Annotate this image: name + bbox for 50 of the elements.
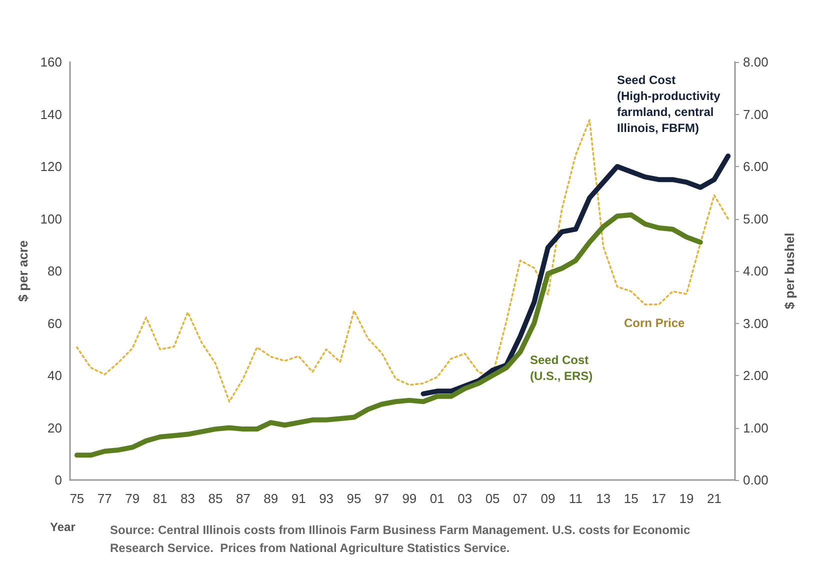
x-tick-label: 11	[568, 491, 582, 506]
y-tick-label: 80	[48, 264, 62, 278]
x-tick-label: 17	[652, 491, 666, 506]
source-note: Source: Central Illinois costs from Illinois Farm Business Farm Management. U.S. costs for Economic Research Service. Prices from National Agriculture Statistics Service.	[110, 523, 694, 555]
y2-tick-label: 0.00	[743, 472, 768, 488]
y2-axis-title: $ per bushel	[782, 232, 797, 310]
x-tick-label: 85	[208, 491, 223, 506]
x-tick-label: 13	[596, 491, 611, 506]
y-tick-label: 100	[40, 211, 62, 226]
x-tick-label: 21	[706, 491, 722, 506]
x-tick-label: 09	[540, 491, 556, 506]
x-tick-label: 81	[152, 491, 168, 506]
y-tick-label: 20	[48, 420, 62, 436]
y-tick-label: 40	[48, 368, 62, 383]
x-tick-label: 93	[319, 491, 334, 506]
x-tick-label: 15	[624, 491, 638, 506]
x-tick-label: 79	[125, 491, 140, 506]
y2-tick-label: 4.00	[743, 264, 768, 278]
y2-tick-label: 2.00	[743, 368, 768, 383]
line-series	[76, 119, 729, 403]
y-axis-title: $ per acre	[15, 240, 30, 302]
x-tick-label: 83	[180, 491, 195, 506]
y2-tick-label: 3.00	[743, 316, 768, 331]
series-label: Seed Cost (High-productivity farmland, central Illinois, FBFM)	[617, 73, 724, 135]
y2-tick-label: 7.00	[743, 106, 768, 122]
x-tick-label: 05	[485, 491, 500, 506]
x-tick-label: 19	[679, 491, 694, 506]
x-tick-label: 07	[513, 491, 528, 506]
x-tick-label: 89	[264, 491, 278, 506]
x-tick-label: 97	[374, 491, 389, 506]
y-tick-label: 120	[40, 159, 62, 174]
series-label: Seed Cost (U.S., ERS)	[530, 353, 593, 383]
y-tick-label: 160	[40, 54, 62, 70]
x-tick-label: 91	[291, 491, 306, 506]
y-tick-label: 0	[54, 472, 62, 488]
x-tick-label: 95	[346, 491, 362, 506]
x-tick-label: 87	[236, 491, 250, 506]
x-tick-label: 99	[402, 491, 417, 506]
x-tick-label: 77	[97, 491, 112, 506]
x-tick-label: 03	[458, 491, 472, 506]
x-axis-title: Year	[50, 520, 76, 534]
y-tick-label: 60	[48, 316, 62, 331]
x-tick-label: 01	[430, 491, 444, 506]
y2-tick-label: 1.00	[743, 420, 768, 436]
y2-tick-label: 8.00	[743, 54, 768, 70]
y-tick-label: 140	[40, 106, 62, 122]
y2-tick-label: 5.00	[743, 211, 768, 226]
x-tick-label: 75	[70, 491, 84, 506]
y2-tick-label: 6.00	[743, 159, 768, 174]
series-label: Corn Price	[624, 316, 686, 330]
